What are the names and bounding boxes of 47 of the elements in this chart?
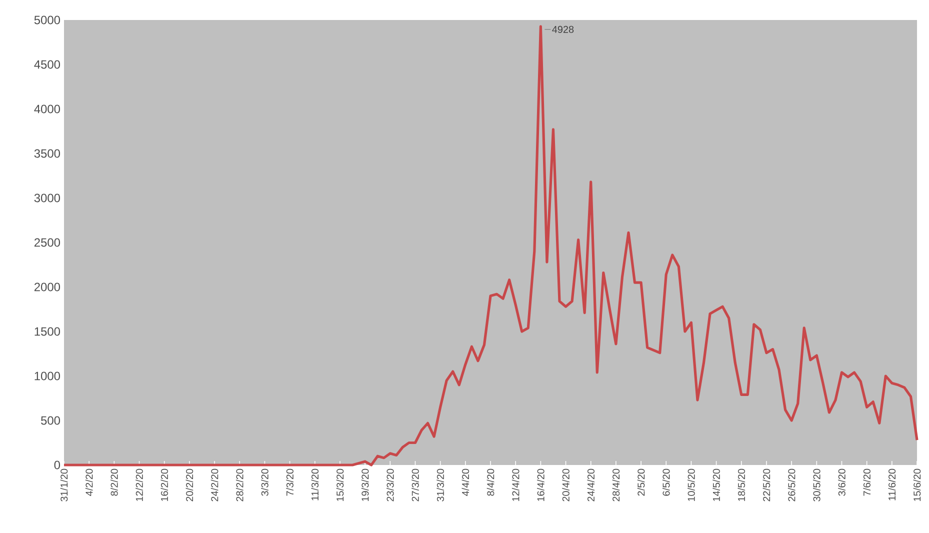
x-tick-label: 20/2/20 — [186, 468, 194, 502]
x-tick-label: 11/6/20 — [888, 468, 896, 500]
x-tick-label: 23/3/20 — [386, 468, 394, 502]
x-tick-label: 15/3/20 — [336, 468, 344, 501]
x-tick-label: 20/4/20 — [562, 468, 570, 502]
x-tick-label: 28/4/20 — [612, 468, 620, 502]
x-tick-label: 8/4/20 — [486, 468, 494, 496]
x-tick-label: 26/5/20 — [788, 468, 796, 502]
x-tick-label: 31/3/20 — [436, 468, 444, 502]
x-tick-label: 6/5/20 — [662, 468, 670, 496]
x-tick-label: 7/6/20 — [863, 468, 870, 496]
y-tick-label: 2000 — [34, 282, 60, 292]
x-tick-label: 12/4/20 — [512, 468, 520, 501]
x-tick-label: 11/3/20 — [311, 468, 319, 500]
x-tick-label: 16/2/20 — [160, 468, 168, 501]
y-tick-label: 3500 — [34, 149, 60, 158]
x-tick-label: 24/2/20 — [210, 468, 218, 502]
annotation: 4928 — [552, 26, 574, 33]
x-tick-label: 16/4/20 — [537, 468, 544, 501]
y-tick-label: 5000 — [34, 16, 60, 24]
x-tick-label: 18/5/20 — [738, 468, 746, 501]
y-tick-label: 0 — [54, 460, 60, 470]
x-tick-label: 27/3/20 — [412, 468, 419, 502]
y-tick-label: 1000 — [34, 372, 60, 380]
x-tick-label: 19/3/20 — [361, 468, 369, 501]
x-tick-label: 28/2/20 — [236, 468, 244, 502]
x-tick-label: 14/5/20 — [712, 468, 720, 501]
x-tick-label: 3/3/20 — [261, 468, 268, 496]
x-tick-label: 4/2/20 — [85, 468, 93, 496]
x-tick-label: 31/1/20 — [60, 468, 68, 502]
x-tick-label: 15/6/20 — [913, 468, 921, 501]
y-tick-label: 1500 — [34, 327, 60, 336]
y-tick-label: 4000 — [34, 104, 60, 114]
x-tick-label: 22/5/20 — [762, 468, 770, 502]
x-tick-label: 8/2/20 — [110, 468, 118, 496]
x-tick-label: 7/3/20 — [286, 468, 294, 496]
x-tick-label: 24/4/20 — [587, 468, 595, 502]
y-tick-label: 4500 — [34, 60, 60, 69]
x-tick-label: 12/2/20 — [136, 468, 143, 501]
x-tick-label: 3/6/20 — [838, 468, 846, 496]
x-tick-label: 10/5/20 — [688, 468, 695, 501]
x-tick-label: 4/4/20 — [462, 468, 470, 496]
x-tick-label: 30/5/20 — [812, 468, 820, 502]
x-tick-label: 2/5/20 — [637, 468, 645, 496]
y-tick-label: 2500 — [34, 238, 60, 247]
y-tick-label: 3000 — [34, 194, 60, 202]
y-tick-label: 500 — [41, 416, 60, 425]
